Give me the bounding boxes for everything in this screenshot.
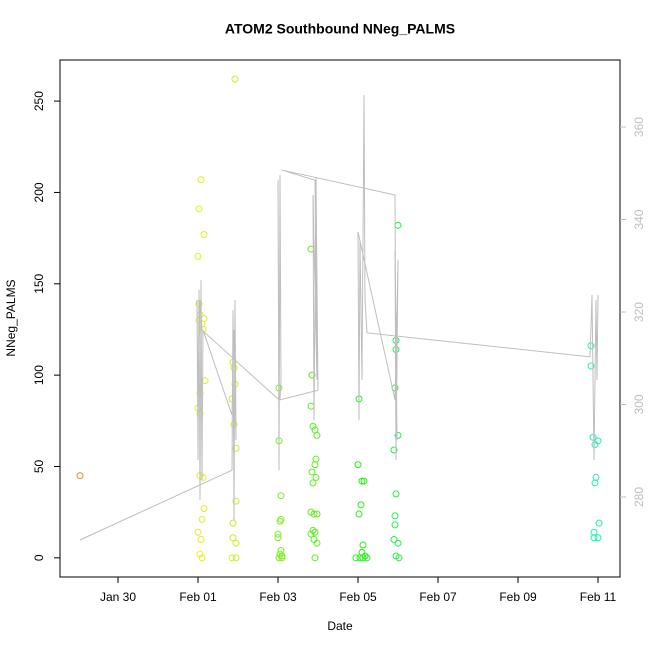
y-tick-label: 0 bbox=[32, 554, 46, 561]
point bbox=[197, 176, 205, 184]
point bbox=[391, 521, 399, 529]
point bbox=[591, 441, 599, 449]
point bbox=[232, 539, 240, 547]
point bbox=[228, 554, 236, 562]
point bbox=[276, 517, 284, 525]
point bbox=[355, 510, 363, 518]
point bbox=[392, 490, 400, 498]
point bbox=[277, 492, 285, 500]
point bbox=[308, 371, 316, 379]
x-tick-label: Feb 03 bbox=[259, 590, 297, 604]
point bbox=[313, 539, 321, 547]
point bbox=[312, 473, 320, 481]
point bbox=[592, 473, 600, 481]
point bbox=[309, 526, 317, 534]
point bbox=[275, 554, 283, 562]
plot-frame bbox=[59, 59, 621, 578]
point bbox=[307, 530, 315, 538]
y-axis-title: NNeg_PALMS bbox=[4, 279, 18, 356]
point bbox=[390, 446, 398, 454]
point bbox=[394, 539, 402, 547]
point bbox=[363, 554, 371, 562]
point bbox=[274, 530, 282, 538]
x-tick-label: Feb 01 bbox=[179, 590, 217, 604]
point bbox=[274, 534, 282, 542]
line bbox=[79, 95, 599, 541]
point bbox=[76, 472, 84, 480]
point bbox=[200, 230, 208, 238]
point bbox=[308, 468, 316, 476]
point bbox=[595, 519, 603, 527]
point bbox=[394, 431, 402, 439]
point bbox=[313, 431, 321, 439]
point bbox=[276, 550, 284, 558]
point bbox=[394, 221, 402, 229]
point bbox=[231, 75, 239, 83]
point bbox=[229, 534, 237, 542]
point bbox=[591, 479, 599, 487]
point bbox=[311, 461, 319, 469]
point bbox=[232, 554, 240, 562]
y-tick-label: 250 bbox=[32, 91, 46, 111]
x-tick-label: Feb 05 bbox=[339, 590, 377, 604]
point bbox=[359, 554, 367, 562]
point bbox=[390, 536, 398, 544]
point bbox=[360, 477, 368, 485]
point bbox=[194, 528, 202, 536]
point bbox=[311, 528, 319, 536]
x-axis-title: Date bbox=[327, 619, 353, 633]
point bbox=[196, 550, 204, 558]
point bbox=[358, 477, 366, 485]
y2-tick-label: 280 bbox=[632, 487, 646, 507]
point bbox=[309, 479, 317, 487]
y-tick-label: 150 bbox=[32, 273, 46, 293]
point bbox=[198, 515, 206, 523]
point bbox=[198, 554, 206, 562]
point bbox=[313, 510, 321, 518]
point bbox=[200, 504, 208, 512]
x-tick-label: Feb 11 bbox=[580, 590, 617, 604]
point bbox=[589, 433, 597, 441]
chart-title: ATOM2 Southbound NNeg_PALMS bbox=[225, 21, 455, 37]
y-tick-label: 200 bbox=[32, 182, 46, 202]
point bbox=[194, 252, 202, 260]
point bbox=[352, 554, 360, 562]
point bbox=[356, 554, 364, 562]
y-tick-label: 100 bbox=[32, 365, 46, 385]
point bbox=[357, 501, 365, 509]
point bbox=[587, 342, 595, 350]
point bbox=[312, 455, 320, 463]
point bbox=[590, 528, 598, 536]
point bbox=[354, 461, 362, 469]
y2-tick-label: 320 bbox=[632, 302, 646, 322]
point bbox=[195, 205, 203, 213]
point bbox=[311, 554, 319, 562]
point bbox=[590, 534, 598, 542]
y2-tick-label: 360 bbox=[632, 117, 646, 137]
point bbox=[309, 422, 317, 430]
point bbox=[310, 510, 318, 518]
y2-tick-label: 300 bbox=[632, 394, 646, 414]
x-tick-label: Feb 09 bbox=[499, 590, 537, 604]
point bbox=[587, 362, 595, 370]
point bbox=[232, 497, 240, 505]
point bbox=[229, 519, 237, 527]
x-tick-label: Jan 30 bbox=[100, 590, 136, 604]
point bbox=[232, 444, 240, 452]
point bbox=[594, 534, 602, 542]
point bbox=[278, 554, 286, 562]
point bbox=[307, 402, 315, 410]
x-tick-label: Feb 07 bbox=[419, 590, 457, 604]
point bbox=[230, 364, 238, 372]
point bbox=[359, 541, 367, 549]
point bbox=[197, 536, 205, 544]
y2-tick-label: 340 bbox=[632, 209, 646, 229]
y-tick-label: 50 bbox=[32, 459, 46, 473]
point bbox=[395, 554, 403, 562]
point bbox=[391, 512, 399, 520]
